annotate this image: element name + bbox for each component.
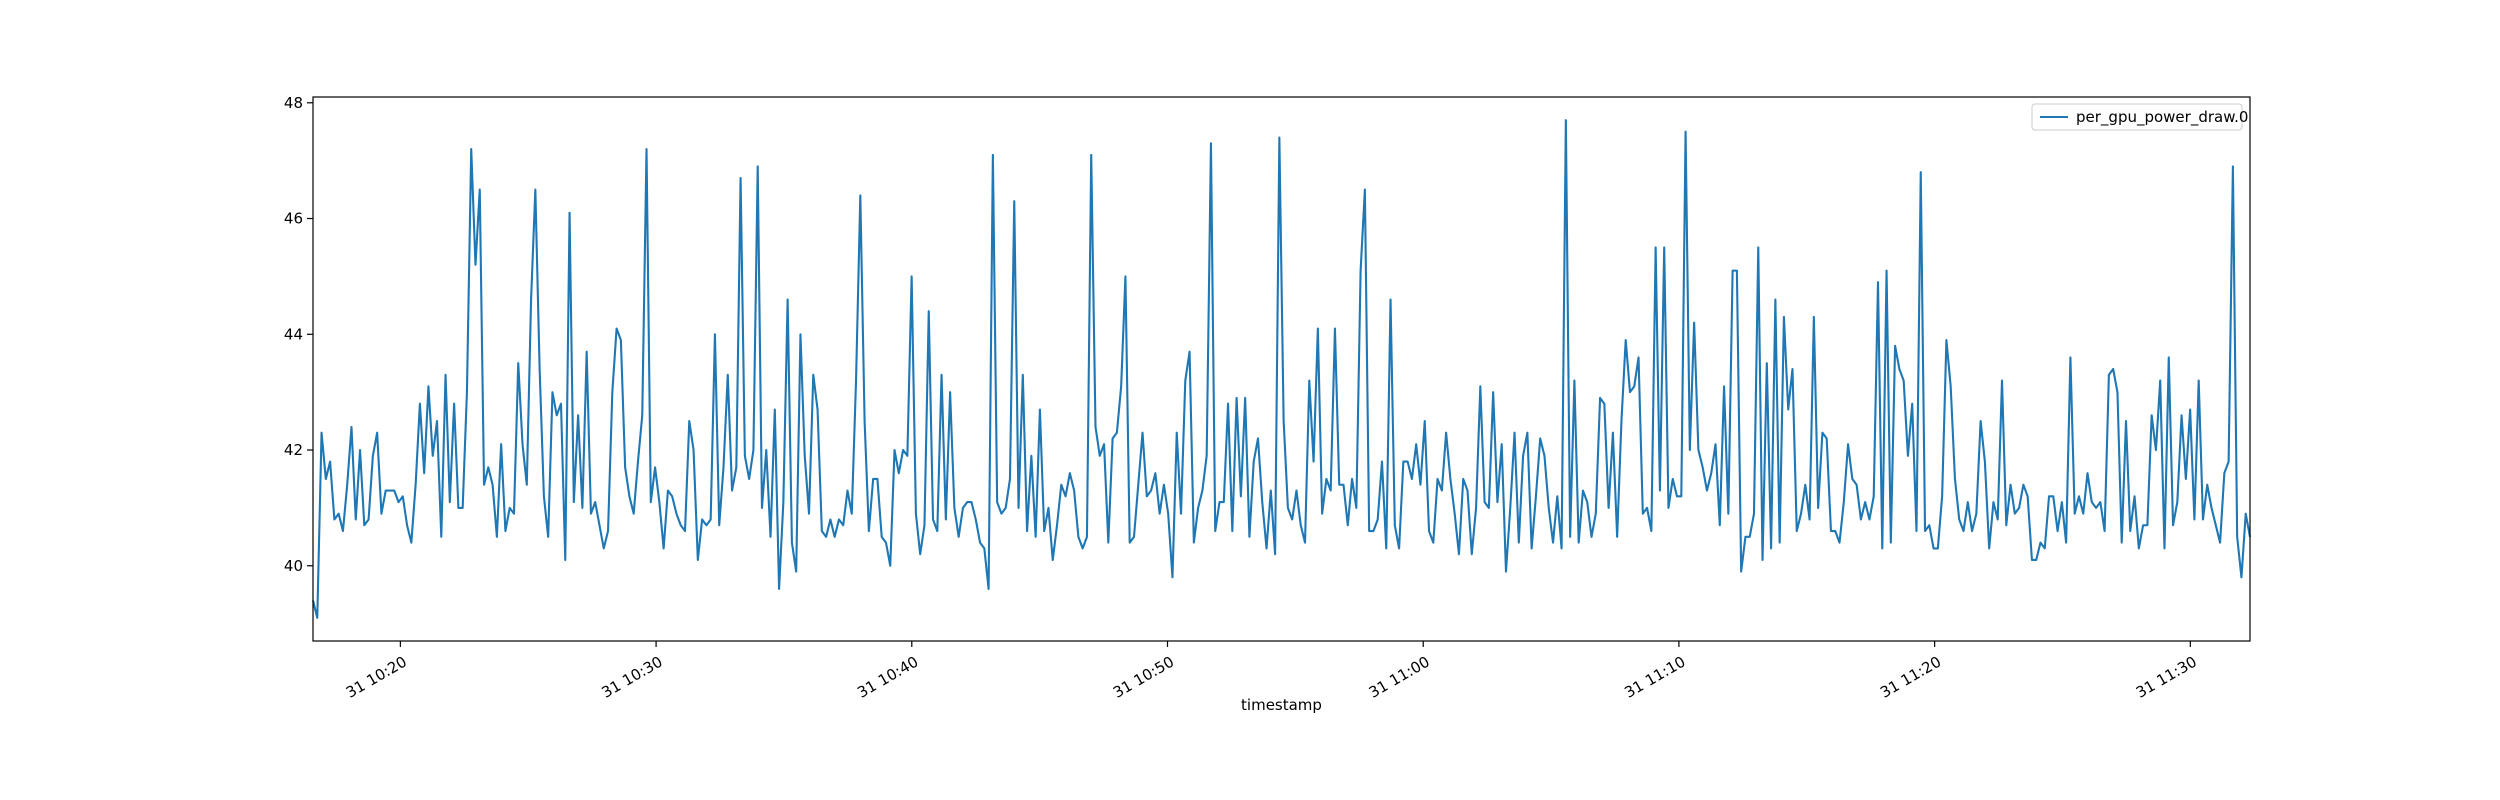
- y-tick-label: 42: [284, 441, 303, 459]
- y-tick-label: 46: [284, 210, 303, 228]
- legend: per_gpu_power_draw.0: [2031, 103, 2248, 131]
- legend-label: per_gpu_power_draw.0: [2076, 108, 2248, 127]
- axes-frame: [312, 96, 2251, 642]
- y-tick-label: 48: [284, 94, 303, 112]
- y-tick-label: 40: [284, 557, 303, 575]
- legend-box: [2031, 103, 2243, 131]
- series-line-per-gpu-power-draw: [311, 119, 2252, 619]
- x-axis-label: timestamp: [1241, 696, 1322, 714]
- y-tick-label: 44: [284, 325, 303, 343]
